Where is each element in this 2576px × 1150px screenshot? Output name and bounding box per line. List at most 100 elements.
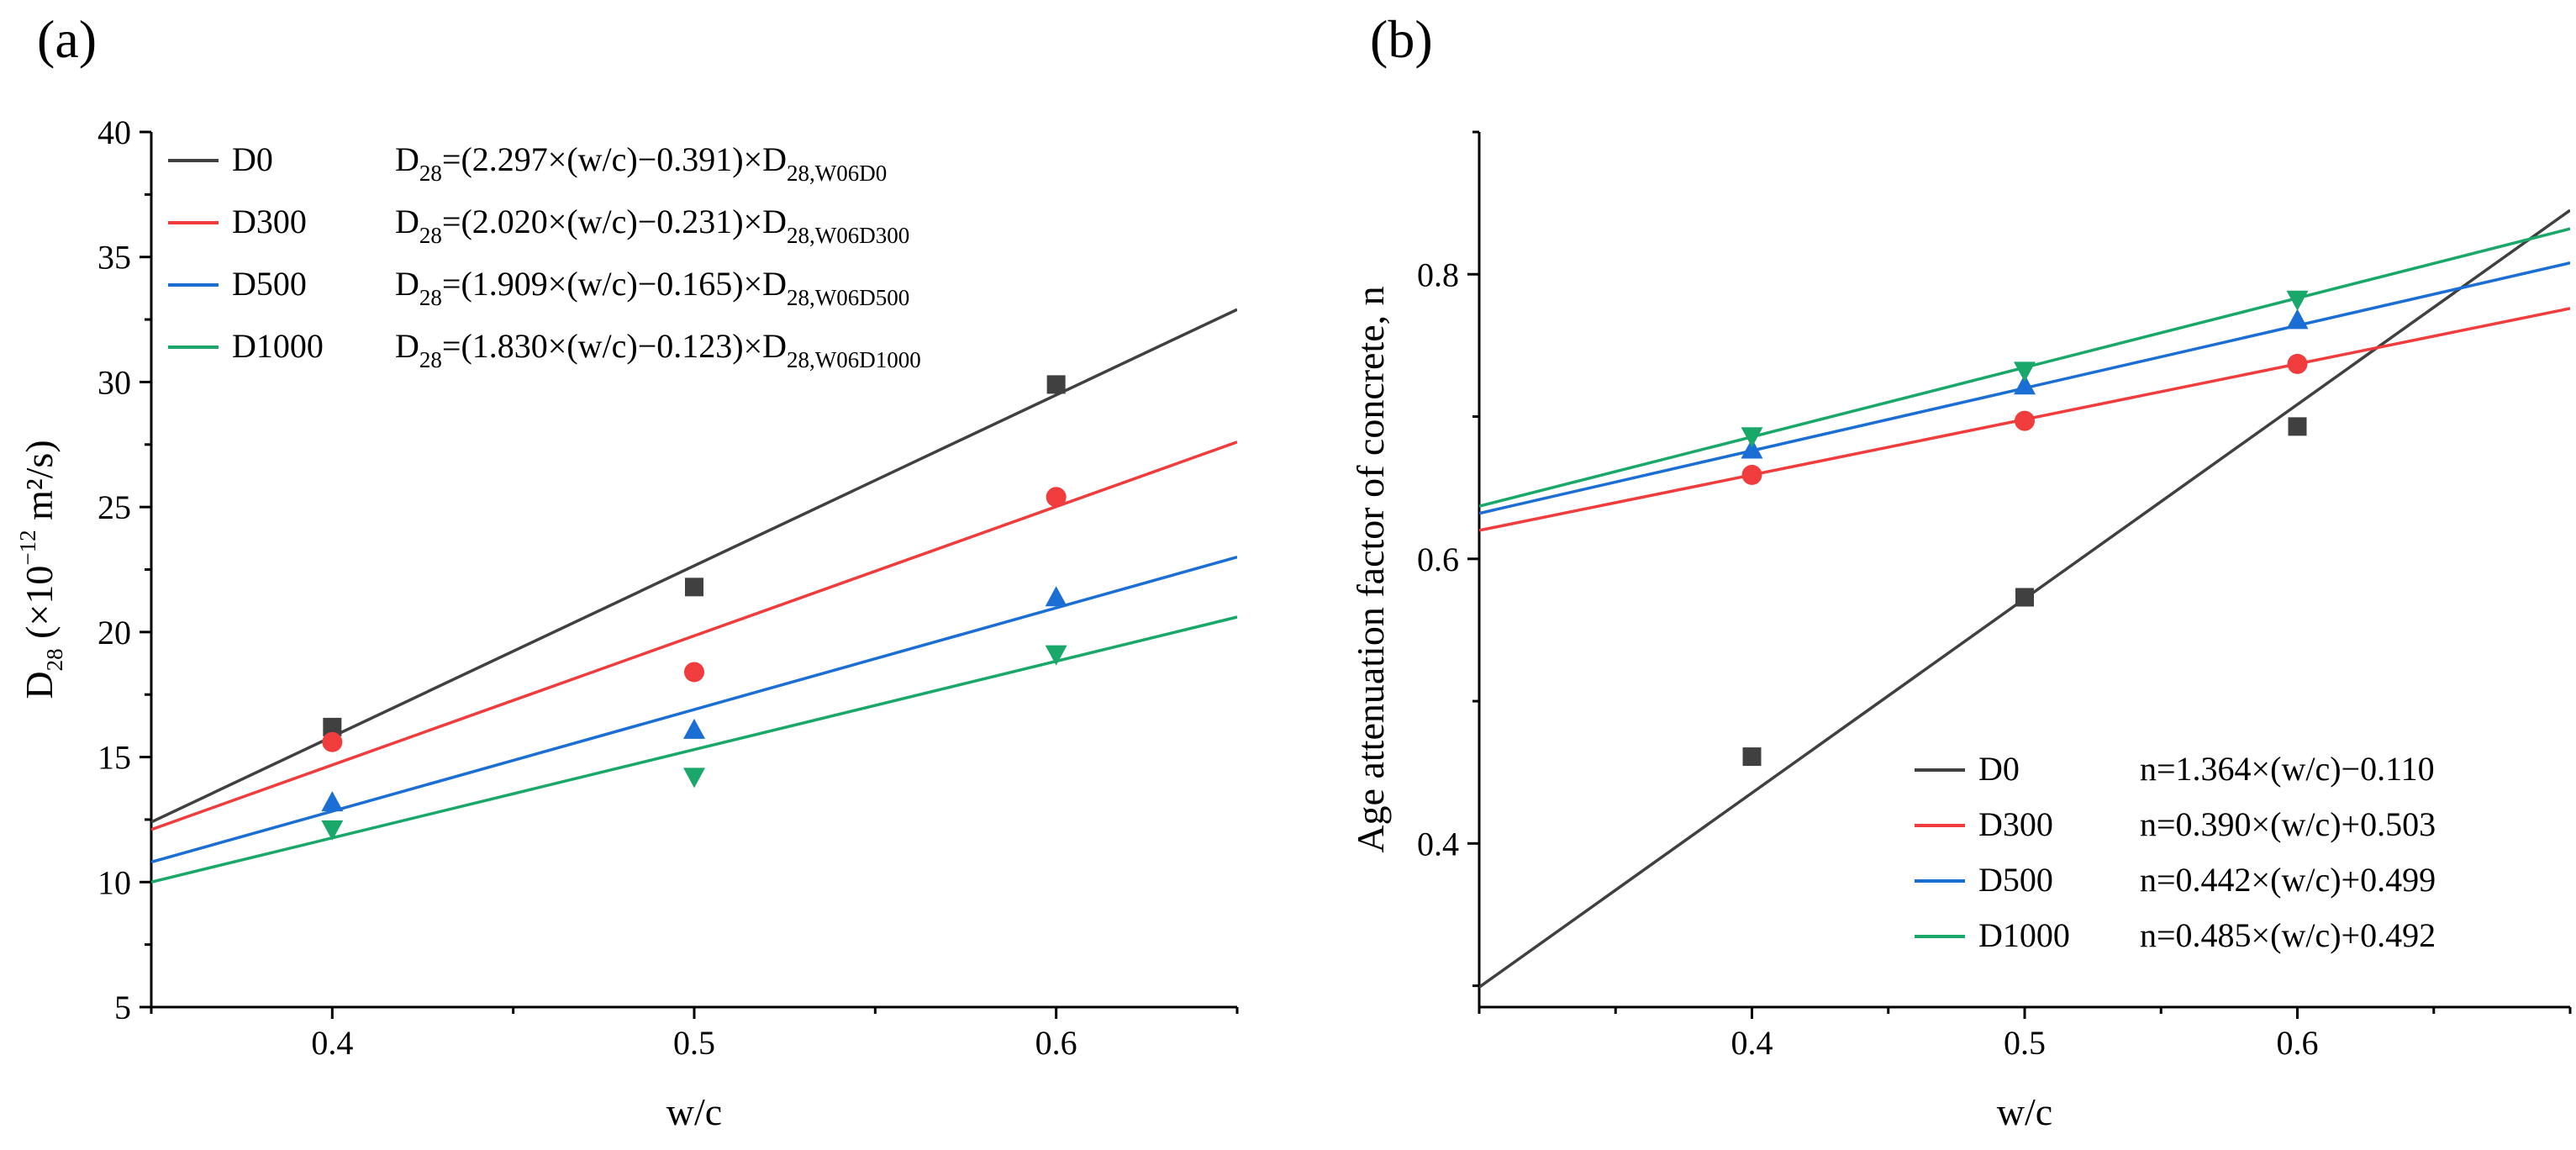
series-d1000 bbox=[151, 615, 1237, 884]
y-tick-label: 0.6 bbox=[1417, 541, 1459, 578]
fit-line-d0 bbox=[151, 308, 1237, 824]
y-axis-title-base: D bbox=[18, 671, 61, 699]
y-tick-label: 0.4 bbox=[1417, 825, 1459, 862]
fit-line-d1000 bbox=[151, 615, 1237, 884]
legend-label-d1000: D1000 bbox=[1978, 916, 2070, 954]
data-point-d1000 bbox=[1741, 427, 1763, 448]
legend-equation-d1000: D28=(1.830×(w/c)−0.123)×D28,W06D1000 bbox=[395, 327, 921, 372]
series-d300 bbox=[1479, 307, 2570, 532]
y-tick-label: 25 bbox=[97, 488, 131, 526]
data-point-d300 bbox=[1046, 487, 1067, 508]
x-tick-label: 0.5 bbox=[2004, 1024, 2046, 1062]
series-d0 bbox=[1479, 208, 2570, 989]
x-tick-label: 0.5 bbox=[673, 1024, 715, 1062]
x-tick-label: 0.6 bbox=[1035, 1024, 1077, 1062]
eq-body: =(2.297×(w/c)−0.391)×D bbox=[442, 140, 787, 178]
y-tick-label: 10 bbox=[97, 863, 131, 901]
x-tick-label: 0.6 bbox=[2277, 1024, 2319, 1062]
eq-body: =(1.909×(w/c)−0.165)×D bbox=[442, 265, 787, 303]
legend: D0 n=1.364×(w/c)−0.110 D300 n=0.390×(w/c)+0… bbox=[1915, 750, 2436, 954]
eq-lhs: D bbox=[395, 265, 419, 303]
data-point-d0 bbox=[2015, 588, 2034, 607]
eq-lhs: D bbox=[395, 327, 419, 365]
data-point-d0 bbox=[1046, 375, 1066, 394]
panel-label: (b) bbox=[1370, 9, 1433, 69]
data-point-d500 bbox=[1741, 438, 1763, 459]
eq-lhs-sub: 28 bbox=[419, 161, 442, 186]
y-tick-label: 35 bbox=[97, 239, 131, 277]
chart-panel-b: (b) 0.4 0.5 0.6 0.4 0.6 0.8 w/c Age attenuation … bbox=[1349, 9, 2572, 1133]
data-point-d500 bbox=[683, 718, 705, 739]
data-point-d500 bbox=[321, 791, 344, 812]
y-axis-title-unit: m²/s) bbox=[18, 440, 61, 530]
eq-ref-sub: ,W06D0 bbox=[809, 161, 887, 186]
legend-equation-d500: D28=(1.909×(w/c)−0.165)×D28,W06D500 bbox=[395, 265, 909, 310]
legend-equation-d0: D28=(2.297×(w/c)−0.391)×D28,W06D0 bbox=[395, 140, 887, 186]
legend-label-d0: D0 bbox=[232, 140, 273, 178]
series-d500 bbox=[151, 555, 1237, 864]
legend-equation-d300: n=0.390×(w/c)+0.503 bbox=[2140, 805, 2436, 843]
eq-body-sub: 28 bbox=[787, 347, 809, 372]
data-point-d300 bbox=[2287, 353, 2308, 374]
panel-label: (a) bbox=[37, 9, 97, 69]
data-point-d0 bbox=[2288, 417, 2307, 436]
y-tick-label: 30 bbox=[97, 363, 131, 401]
eq-lhs-sub: 28 bbox=[419, 347, 442, 372]
data-point-d1000 bbox=[1045, 645, 1067, 666]
data-point-d0 bbox=[685, 578, 703, 597]
y-axis-title-sup: −12 bbox=[15, 530, 40, 565]
data-point-d300 bbox=[2015, 410, 2035, 431]
eq-lhs-sub: 28 bbox=[419, 223, 442, 248]
x-axis-title: w/c bbox=[666, 1090, 722, 1133]
legend-equation-d300: D28=(2.020×(w/c)−0.231)×D28,W06D300 bbox=[395, 203, 909, 248]
eq-ref-sub: ,W06D300 bbox=[809, 223, 909, 248]
data-point-d0 bbox=[1742, 747, 1762, 767]
data-point-d0 bbox=[323, 717, 342, 736]
data-point-d500 bbox=[2286, 309, 2309, 330]
eq-ref-sub: ,W06D1000 bbox=[809, 347, 921, 372]
y-tick-label: 20 bbox=[97, 614, 131, 651]
eq-body-sub: 28 bbox=[787, 161, 809, 186]
y-tick-label: 0.8 bbox=[1417, 256, 1459, 293]
legend-label-d500: D500 bbox=[1978, 861, 2053, 899]
y-axis-title: Age attenuation factor of concrete, n bbox=[1349, 286, 1392, 852]
eq-body-sub: 28 bbox=[787, 223, 809, 248]
eq-body-sub: 28 bbox=[787, 285, 809, 310]
data-point-d300 bbox=[1741, 464, 1762, 485]
data-point-d1000 bbox=[2286, 290, 2309, 311]
data-point-d500 bbox=[2014, 374, 2036, 395]
eq-body: =(2.020×(w/c)−0.231)×D bbox=[442, 203, 787, 240]
x-tick-label: 0.4 bbox=[311, 1024, 353, 1062]
legend-equation-d1000: n=0.485×(w/c)+0.492 bbox=[2140, 916, 2436, 954]
legend-label-d300: D300 bbox=[1978, 805, 2053, 843]
y-tick-label: 15 bbox=[97, 739, 131, 777]
legend-label-d1000: D1000 bbox=[232, 327, 324, 365]
legend-equation-d0: n=1.364×(w/c)−0.110 bbox=[2140, 750, 2435, 788]
legend-label-d500: D500 bbox=[232, 265, 307, 303]
legend-label-d300: D300 bbox=[232, 203, 307, 240]
series-d500 bbox=[1479, 261, 2570, 515]
data-point-d1000 bbox=[683, 768, 705, 789]
y-tick-label: 5 bbox=[114, 989, 131, 1026]
data-point-d1000 bbox=[2014, 361, 2036, 382]
x-axis-title: w/c bbox=[1997, 1090, 2052, 1133]
y-axis-title-sub: 28 bbox=[42, 648, 67, 671]
legend-equation-d500: n=0.442×(w/c)+0.499 bbox=[2140, 861, 2436, 899]
eq-lhs: D bbox=[395, 140, 419, 178]
data-point-d300 bbox=[684, 662, 704, 683]
data-point-d500 bbox=[1045, 586, 1067, 607]
legend-label-d0: D0 bbox=[1978, 750, 2020, 788]
series-d300 bbox=[151, 440, 1237, 831]
eq-lhs-sub: 28 bbox=[419, 285, 442, 310]
eq-body: =(1.830×(w/c)−0.123)×D bbox=[442, 327, 787, 365]
eq-lhs: D bbox=[395, 203, 419, 240]
data-point-d300 bbox=[322, 731, 343, 752]
data-point-d1000 bbox=[321, 820, 344, 841]
fit-line-d500 bbox=[151, 555, 1237, 864]
y-axis-title-rest: (×10 bbox=[18, 566, 61, 649]
eq-ref-sub: ,W06D500 bbox=[809, 285, 909, 310]
series-d1000 bbox=[1479, 227, 2570, 508]
